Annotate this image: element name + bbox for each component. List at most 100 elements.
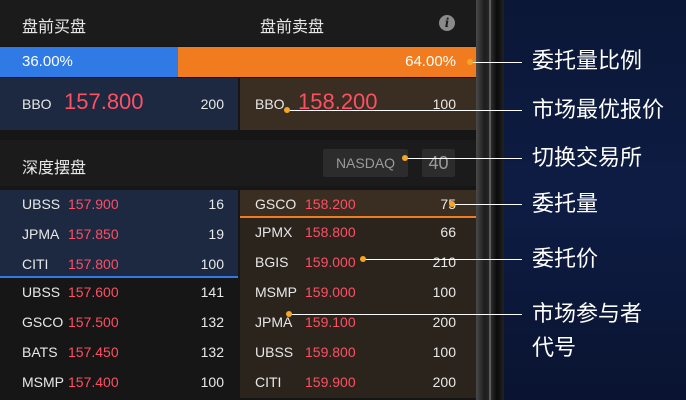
callout-line-ratio bbox=[470, 62, 522, 63]
ask-qty: 100 bbox=[432, 284, 456, 300]
phone-bezel-edge bbox=[489, 0, 491, 400]
phone-screen: 盘前买盘 盘前卖盘 i 36.00% 64.00% BBO 157.800 20… bbox=[0, 0, 476, 400]
depth-title: 深度摆盘 bbox=[22, 160, 87, 177]
bid-qty: 19 bbox=[208, 226, 224, 242]
bbo-sell-qty: 100 bbox=[432, 96, 456, 112]
callout-participant: 市场参与者 bbox=[532, 301, 643, 326]
bbo-sell-row: BBO 158.200 100 bbox=[240, 78, 476, 130]
callout-line-price bbox=[363, 259, 522, 260]
ask-market-maker: BGIS bbox=[255, 254, 289, 270]
ask-price: 158.200 bbox=[305, 196, 356, 212]
bid-row[interactable]: UBSS 157.600 141 bbox=[0, 278, 238, 308]
callout-ratio: 委托量比例 bbox=[532, 48, 643, 73]
sell-ratio-value: 64.00% bbox=[405, 53, 456, 70]
bid-row[interactable]: CITI 157.800 100 bbox=[0, 250, 238, 280]
bbo-sell-price: 158.200 bbox=[298, 89, 378, 114]
sell-ratio-bar: 64.00% bbox=[178, 47, 476, 77]
callout-line-bbo bbox=[287, 110, 522, 111]
callout-line-qty bbox=[452, 204, 522, 205]
bid-market-maker: BATS bbox=[22, 344, 58, 360]
callout-dot-bbo bbox=[284, 107, 290, 113]
bid-qty: 100 bbox=[200, 256, 224, 272]
callout-participant-code: 代号 bbox=[532, 335, 577, 360]
ask-price: 159.100 bbox=[305, 314, 356, 330]
ask-qty: 200 bbox=[432, 314, 456, 330]
ask-price: 159.900 bbox=[305, 374, 356, 390]
ask-qty: 75 bbox=[440, 196, 456, 212]
callout-price: 委托价 bbox=[532, 246, 599, 271]
bid-qty: 141 bbox=[200, 284, 224, 300]
bid-price: 157.400 bbox=[68, 374, 119, 390]
bid-market-maker: UBSS bbox=[22, 284, 61, 300]
bid-price: 157.450 bbox=[68, 344, 119, 360]
callout-dot-exchange bbox=[402, 155, 408, 161]
bbo-buy-row: BBO 157.800 200 bbox=[0, 78, 238, 130]
buy-side-title: 盘前买盘 bbox=[22, 19, 87, 36]
bid-qty: 132 bbox=[200, 344, 224, 360]
ask-market-maker: JPMA bbox=[255, 314, 293, 330]
ask-row[interactable]: CITI 159.900 200 bbox=[240, 368, 476, 398]
ask-row[interactable]: MSMP 159.000 100 bbox=[240, 278, 476, 308]
ask-market-maker: JPMX bbox=[255, 224, 293, 240]
ask-price: 159.000 bbox=[305, 254, 356, 270]
ask-qty: 200 bbox=[432, 374, 456, 390]
ask-market-maker: GSCO bbox=[255, 196, 297, 212]
ask-row[interactable]: GSCO 158.200 75 bbox=[240, 190, 476, 220]
bid-price: 157.850 bbox=[68, 226, 119, 242]
bid-qty: 16 bbox=[208, 196, 224, 212]
ask-row[interactable]: JPMX 158.800 66 bbox=[240, 218, 476, 248]
bid-price: 157.500 bbox=[68, 314, 119, 330]
callout-exchange: 切换交易所 bbox=[532, 145, 643, 170]
bbo-buy-qty: 200 bbox=[200, 96, 224, 112]
ask-qty: 100 bbox=[432, 344, 456, 360]
bid-market-maker: GSCO bbox=[22, 314, 64, 330]
depth-count-button[interactable]: 40 bbox=[422, 149, 455, 177]
callout-dot-price bbox=[360, 256, 366, 262]
buy-ratio-bar: 36.00% bbox=[0, 47, 178, 77]
ask-market-maker: CITI bbox=[255, 374, 282, 390]
bid-row[interactable]: GSCO 157.500 132 bbox=[0, 308, 238, 338]
bid-market-maker: CITI bbox=[22, 256, 49, 272]
ask-price: 159.800 bbox=[305, 344, 356, 360]
bid-row[interactable]: UBSS 157.900 16 bbox=[0, 190, 238, 220]
ask-qty: 66 bbox=[440, 224, 456, 240]
ask-row[interactable]: JPMA 159.100 200 bbox=[240, 308, 476, 338]
bid-market-maker: UBSS bbox=[22, 196, 61, 212]
bid-row[interactable]: MSMP 157.400 100 bbox=[0, 368, 238, 398]
bid-row[interactable]: BATS 157.450 132 bbox=[0, 338, 238, 368]
bbo-buy-label: BBO bbox=[22, 96, 52, 112]
bid-depth-list: UBSS 157.900 16 JPMA 157.850 19 CITI 157… bbox=[0, 190, 238, 400]
ask-price: 159.000 bbox=[305, 284, 356, 300]
bid-price: 157.800 bbox=[68, 256, 119, 272]
callout-dot-participant bbox=[286, 311, 292, 317]
bid-price: 157.600 bbox=[68, 284, 119, 300]
ask-row[interactable]: BGIS 159.000 210 bbox=[240, 248, 476, 278]
bbo-sell-label: BBO bbox=[255, 96, 285, 112]
ask-market-maker: UBSS bbox=[255, 344, 294, 360]
sell-side-title: 盘前卖盘 bbox=[260, 19, 325, 36]
exchange-switch-button[interactable]: NASDAQ bbox=[323, 149, 408, 177]
bid-market-maker: MSMP bbox=[22, 374, 64, 390]
ask-market-maker: MSMP bbox=[255, 284, 297, 300]
bid-row[interactable]: JPMA 157.850 19 bbox=[0, 220, 238, 250]
callout-line-exchange bbox=[405, 158, 522, 159]
bid-qty: 100 bbox=[200, 374, 224, 390]
bid-market-maker: JPMA bbox=[22, 226, 60, 242]
bid-qty: 132 bbox=[200, 314, 224, 330]
ask-row[interactable]: UBSS 159.800 100 bbox=[240, 338, 476, 368]
bid-level-divider bbox=[0, 276, 238, 278]
ask-price: 158.800 bbox=[305, 224, 356, 240]
depth-header: 深度摆盘 NASDAQ 40 bbox=[0, 140, 476, 186]
callout-dot-ratio bbox=[467, 59, 473, 65]
ask-level-divider bbox=[240, 216, 476, 218]
bbo-buy-price: 157.800 bbox=[64, 89, 144, 114]
callout-qty: 委托量 bbox=[532, 191, 599, 216]
order-book-header: 盘前买盘 盘前卖盘 i bbox=[0, 0, 476, 46]
callout-bbo: 市场最优报价 bbox=[532, 97, 665, 122]
annotation-background bbox=[504, 0, 686, 400]
ask-depth-list: GSCO 158.200 75 JPMX 158.800 66 BGIS 159… bbox=[240, 190, 476, 400]
info-icon[interactable]: i bbox=[439, 15, 455, 31]
callout-line-participant bbox=[289, 314, 522, 315]
buy-ratio-value: 36.00% bbox=[22, 53, 73, 70]
bid-price: 157.900 bbox=[68, 196, 119, 212]
